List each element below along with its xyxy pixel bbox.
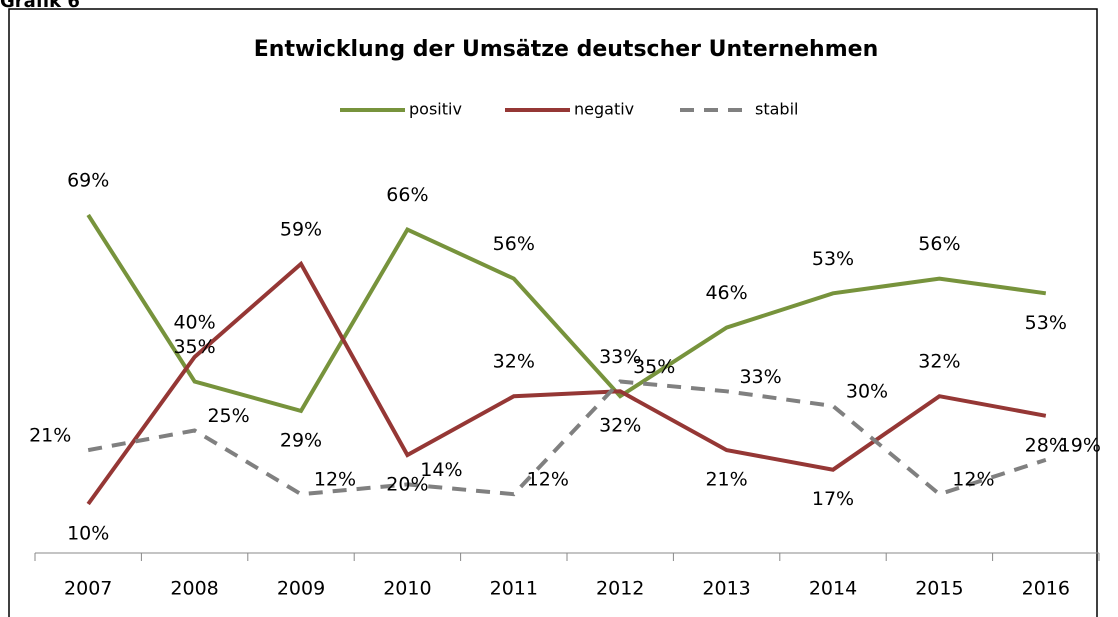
- data-label: 28%: [1025, 434, 1067, 456]
- legend-label: stabil: [755, 100, 798, 119]
- data-label: 17%: [812, 488, 854, 510]
- data-label: 12%: [314, 469, 356, 491]
- line-series: [87, 379, 1047, 497]
- data-label: 59%: [280, 218, 322, 240]
- data-label: 12%: [527, 469, 569, 491]
- line-series: [86, 213, 1047, 414]
- data-label: 12%: [952, 469, 994, 491]
- data-label: 10%: [67, 523, 109, 545]
- x-tick-label: 2009: [277, 578, 325, 600]
- data-label: 30%: [846, 381, 888, 403]
- data-label: 53%: [812, 248, 854, 270]
- x-tick-label: 2007: [64, 578, 112, 600]
- data-label: 33%: [739, 366, 781, 388]
- data-label: 20%: [386, 474, 428, 496]
- data-label: 32%: [493, 351, 535, 373]
- data-label: 56%: [493, 233, 535, 255]
- chart-title: Entwicklung der Umsätze deutscher Untern…: [254, 37, 878, 62]
- data-label: 33%: [599, 346, 641, 368]
- x-tick-label: 2011: [490, 578, 538, 600]
- data-label: 35%: [173, 336, 215, 358]
- data-label: 46%: [705, 282, 747, 304]
- data-label: 32%: [918, 351, 960, 373]
- figure-label: Grafik 6: [0, 0, 80, 12]
- data-label: 29%: [280, 429, 322, 451]
- data-label: 14%: [420, 459, 462, 481]
- data-label: 35%: [633, 356, 675, 378]
- x-tick-label: 2015: [915, 578, 963, 600]
- data-label: 56%: [918, 233, 960, 255]
- data-label: 21%: [705, 469, 747, 491]
- data-label: 21%: [29, 425, 71, 447]
- data-label: 66%: [386, 184, 428, 206]
- data-label: 53%: [1025, 312, 1067, 334]
- x-tick-label: 2012: [596, 578, 644, 600]
- x-tick-label: 2013: [702, 578, 750, 600]
- line-series: [86, 260, 1047, 506]
- data-label: 25%: [207, 405, 249, 427]
- data-label: 19%: [1059, 434, 1101, 456]
- chart-border: [8, 8, 1098, 617]
- data-label: 32%: [599, 415, 641, 437]
- data-label: 40%: [173, 312, 215, 334]
- x-tick-label: 2010: [383, 578, 431, 600]
- data-label: 69%: [67, 169, 109, 191]
- x-tick-label: 2014: [809, 578, 857, 600]
- legend-label: positiv: [409, 100, 462, 119]
- legend-label: negativ: [574, 100, 634, 119]
- x-tick-label: 2016: [1022, 578, 1070, 600]
- x-tick-label: 2008: [170, 578, 218, 600]
